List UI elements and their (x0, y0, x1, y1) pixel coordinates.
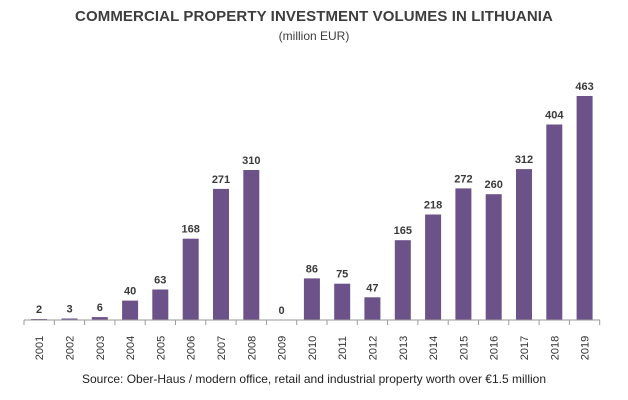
value-label-2011: 75 (336, 269, 348, 281)
bar-2003 (91, 317, 108, 320)
bar-2008 (243, 170, 260, 320)
value-label-2004: 40 (124, 286, 136, 298)
tick-labels-layer: 2001 2002 2003 2004 2005 2006 2007 2008 2009 2010… (34, 336, 592, 360)
bar-2019 (576, 96, 593, 320)
x-tick-label-2015: 2015 (458, 336, 470, 360)
value-label-2002: 3 (66, 304, 72, 316)
x-tick-label-2009: 2009 (277, 336, 289, 360)
bar-2006 (182, 238, 199, 320)
bar-2014 (425, 214, 442, 320)
x-tick-label-2006: 2006 (186, 336, 198, 360)
bar-2007 (213, 188, 229, 320)
bar-2018 (546, 124, 563, 320)
chart-source: Source: Ober-Haus / modern office, retai… (82, 372, 546, 386)
x-tick-label-2014: 2014 (428, 336, 440, 360)
bar-2002 (61, 318, 78, 320)
bar-2015 (455, 188, 472, 320)
x-tick-label-2016: 2016 (489, 336, 501, 360)
bar-2016 (485, 194, 502, 320)
x-tick-label-2013: 2013 (398, 336, 410, 360)
x-tick-label-2003: 2003 (95, 336, 107, 360)
value-label-2013: 165 (394, 225, 412, 237)
x-tick-label-2011: 2011 (337, 336, 349, 360)
value-label-2007: 271 (212, 174, 230, 186)
bar-2011 (334, 283, 351, 320)
value-label-2005: 63 (154, 275, 166, 287)
value-label-2018: 404 (545, 110, 564, 122)
bar-2010 (303, 278, 320, 320)
x-tick-label-2001: 2001 (34, 336, 46, 360)
bars-layer (31, 96, 593, 320)
bar-2012 (364, 297, 381, 320)
bar-2004 (122, 300, 139, 320)
x-tick-label-2018: 2018 (549, 336, 561, 360)
bar-2005 (152, 289, 169, 320)
bar-2017 (516, 169, 532, 320)
chart-title: COMMERCIAL PROPERTY INVESTMENT VOLUMES I… (75, 8, 553, 25)
chart-subtitle: (million EUR) (278, 29, 350, 43)
ticks-layer (23, 320, 601, 325)
value-label-2006: 168 (182, 224, 200, 236)
value-label-2008: 310 (242, 155, 260, 167)
value-label-2010: 86 (306, 263, 318, 275)
x-tick-label-2012: 2012 (367, 336, 379, 360)
bar-2013 (394, 240, 411, 320)
value-label-2015: 272 (454, 173, 472, 185)
x-tick-label-2008: 2008 (246, 336, 258, 360)
x-tick-label-2004: 2004 (125, 336, 137, 360)
value-label-2009: 0 (279, 305, 285, 317)
x-tick-label-2007: 2007 (216, 336, 228, 360)
x-tick-label-2002: 2002 (65, 336, 77, 360)
value-label-2019: 463 (575, 81, 593, 93)
value-label-2014: 218 (424, 200, 442, 212)
value-label-2003: 6 (97, 302, 103, 314)
value-label-2017: 312 (515, 154, 533, 166)
value-label-2001: 2 (36, 304, 42, 316)
x-tick-label-2017: 2017 (519, 336, 531, 360)
x-tick-label-2010: 2010 (307, 336, 319, 360)
value-label-2016: 260 (485, 179, 503, 191)
x-tick-label-2019: 2019 (580, 336, 592, 360)
value-labels-layer: 2 3 6 40 63 168 271 310 0 86 75 47 165 218 272 260 312 40… (36, 81, 594, 317)
x-tick-label-2005: 2005 (155, 336, 167, 360)
value-label-2012: 47 (366, 282, 378, 294)
